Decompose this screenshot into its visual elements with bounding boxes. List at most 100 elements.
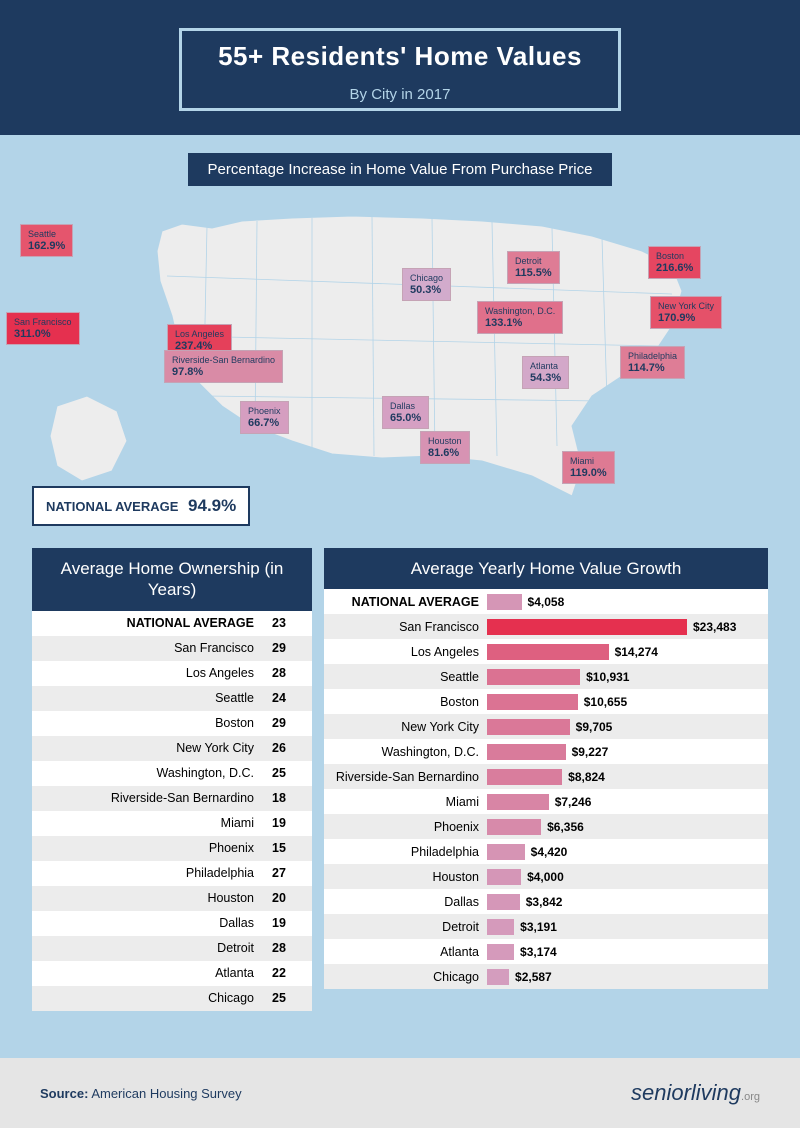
row-value: $4,058 [522, 595, 565, 609]
table-row: Washington, D.C.25 [32, 761, 312, 786]
table-row: Seattle24 [32, 686, 312, 711]
bar-area: $6,356 [487, 819, 760, 835]
table-row: Chicago $2,587 [324, 964, 768, 989]
table-row: New York City26 [32, 736, 312, 761]
city-pct: 119.0% [570, 467, 607, 479]
city-label: Detroit115.5% [507, 251, 560, 284]
city-name: Seattle [28, 228, 65, 240]
city-name: Riverside-San Bernardino [172, 354, 275, 366]
table-row: Washington, D.C. $9,227 [324, 739, 768, 764]
bar [487, 969, 509, 985]
bar-area: $4,058 [487, 594, 760, 610]
city-name: Atlanta [530, 360, 561, 372]
row-city: San Francisco [332, 620, 487, 634]
bar [487, 819, 541, 835]
row-value: 25 [272, 991, 302, 1005]
table-row: Atlanta$3,174 [324, 939, 768, 964]
row-value: 28 [272, 666, 302, 680]
bar-area: $3,191 [487, 919, 760, 935]
row-city: Miami [42, 816, 254, 830]
header-banner: 55+ Residents' Home Values By City in 20… [0, 0, 800, 135]
row-city: Washington, D.C. [332, 745, 487, 759]
city-name: Chicago [410, 272, 443, 284]
table-row: Detroit28 [32, 936, 312, 961]
row-value: $8,824 [562, 770, 605, 784]
row-value: $9,227 [566, 745, 609, 759]
row-city: Chicago [332, 970, 487, 984]
city-label: New York City170.9% [650, 296, 722, 329]
bar-area: $3,842 [487, 894, 760, 910]
table-row: Houston 20 [32, 886, 312, 911]
bar-area: $4,000 [487, 869, 760, 885]
row-value: $9,705 [570, 720, 613, 734]
source-text: Source: American Housing Survey [40, 1086, 242, 1101]
bar-area: $3,174 [487, 944, 760, 960]
city-label: San Francisco311.0% [6, 312, 80, 345]
row-city: Philadelphia [42, 866, 254, 880]
bar [487, 919, 514, 935]
bar [487, 719, 570, 735]
table-row: Philadelphia $4,420 [324, 839, 768, 864]
row-value: $4,420 [525, 845, 568, 859]
main-title: 55+ Residents' Home Values [218, 41, 582, 72]
table-row: NATIONAL AVERAGE23 [32, 611, 312, 636]
logo: seniorliving.org [631, 1080, 760, 1106]
city-name: Detroit [515, 255, 552, 267]
bar-area: $10,655 [487, 694, 760, 710]
infographic-container: 55+ Residents' Home Values By City in 20… [0, 0, 800, 1128]
national-average-box: NATIONAL AVERAGE 94.9% [32, 486, 250, 526]
city-pct: 81.6% [428, 447, 459, 459]
table-row: Detroit$3,191 [324, 914, 768, 939]
row-value: $3,191 [514, 920, 557, 934]
city-label: Atlanta54.3% [522, 356, 569, 389]
bar [487, 769, 562, 785]
row-value: $10,931 [580, 670, 629, 684]
row-value: 22 [272, 966, 302, 980]
row-value: 20 [272, 891, 302, 905]
bar [487, 669, 580, 685]
bar-area: $23,483 [487, 619, 760, 635]
row-value: 25 [272, 766, 302, 780]
bar-area: $10,931 [487, 669, 760, 685]
bar [487, 944, 514, 960]
growth-rows: NATIONAL AVERAGE$4,058San Francisco$23,4… [324, 589, 768, 989]
city-label: Philadelphia114.7% [620, 346, 685, 379]
city-label: Houston81.6% [420, 431, 470, 464]
row-value: 18 [272, 791, 302, 805]
row-value: $2,587 [509, 970, 552, 984]
table-row: Miami19 [32, 811, 312, 836]
bar-area: $8,824 [487, 769, 760, 785]
row-city: Boston [332, 695, 487, 709]
tables-section: Average Home Ownership (in Years) NATION… [0, 538, 800, 1011]
row-city: Dallas [332, 895, 487, 909]
city-pct: 133.1% [485, 317, 522, 329]
city-name: San Francisco [14, 316, 72, 328]
row-city: Houston [42, 891, 254, 905]
bar-area: $2,587 [487, 969, 760, 985]
row-value: 29 [272, 641, 302, 655]
row-city: Dallas [42, 916, 254, 930]
row-city: Houston [332, 870, 487, 884]
ownership-rows: NATIONAL AVERAGE23San Francisco29Los Ang… [32, 611, 312, 1011]
row-city: Riverside-San Bernardino [332, 770, 487, 784]
subtitle: By City in 2017 [336, 86, 465, 103]
city-name: Phoenix [248, 405, 281, 417]
row-city: Atlanta [42, 966, 254, 980]
bar [487, 894, 520, 910]
table-row: Riverside-San Bernardino $8,824 [324, 764, 768, 789]
city-pct: 50.3% [410, 284, 441, 296]
row-city: Philadelphia [332, 845, 487, 859]
city-name: Miami [570, 455, 607, 467]
city-name: New York City [658, 300, 714, 312]
row-city: New York City [42, 741, 254, 755]
row-value: $6,356 [541, 820, 584, 834]
bar-area: $9,227 [487, 744, 760, 760]
city-label: Chicago50.3% [402, 268, 451, 301]
table-row: Atlanta 22 [32, 961, 312, 986]
city-label: Dallas65.0% [382, 396, 429, 429]
row-value: $3,174 [514, 945, 557, 959]
table-row: Riverside-San Bernardino18 [32, 786, 312, 811]
row-value: 29 [272, 716, 302, 730]
bar [487, 644, 609, 660]
row-city: Boston [42, 716, 254, 730]
